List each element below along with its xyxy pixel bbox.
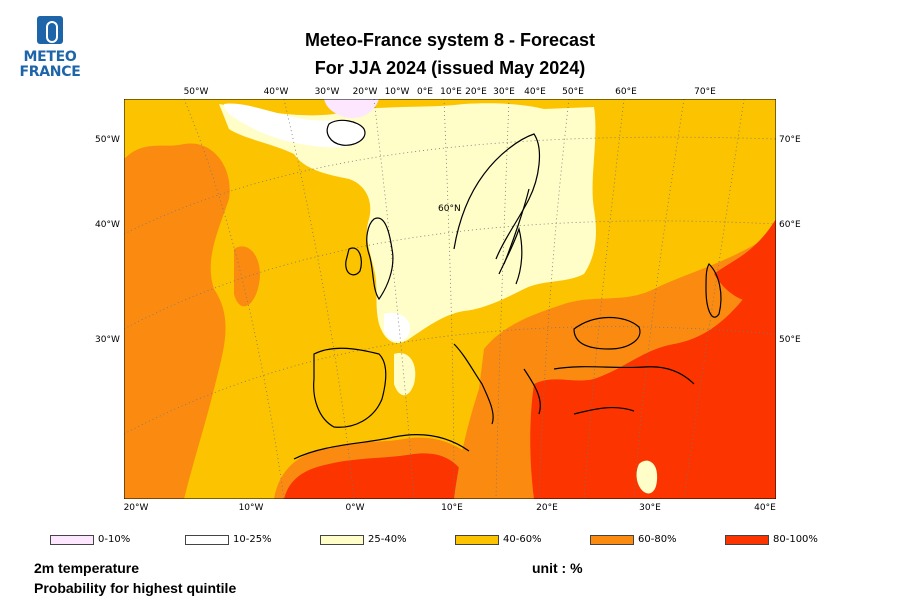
legend-swatch (455, 535, 499, 545)
legend-label: 80-100% (773, 534, 818, 545)
bottom-lon-label: 10°W (238, 503, 264, 513)
legend-label: 0-10% (98, 534, 131, 545)
top-lon-label: 40°E (524, 87, 546, 97)
top-lon-label: 40°W (263, 87, 289, 97)
atlantic-orange-region (124, 143, 230, 499)
left-grid-label: 40°W (95, 220, 120, 230)
bottom-lon-label: 0°W (345, 503, 365, 513)
top-lon-label: 50°W (183, 87, 209, 97)
coastlines (293, 119, 722, 460)
right-grid-label: 60°E (779, 220, 801, 230)
anatolia-hotspot (636, 460, 658, 494)
logo-icon (37, 16, 63, 44)
top-lon-label: 20°W (352, 87, 378, 97)
caucasus-red (714, 219, 776, 303)
atlantic-orange-blob (234, 246, 260, 307)
unit-label: unit : % (532, 560, 583, 576)
north-pale-region (219, 103, 596, 344)
top-lon-label: 60°E (615, 87, 637, 97)
top-lon-label: 30°E (493, 87, 515, 97)
top-lon-label: 50°E (562, 87, 584, 97)
logo-text: METEO FRANCE (16, 50, 84, 80)
greenland-pink-region (324, 99, 379, 119)
bottom-lon-label: 20°W (123, 503, 149, 513)
logo-word-1: METEO (23, 49, 77, 65)
legend-label: 25-40% (368, 534, 407, 545)
bottom-lon-label: 30°E (639, 503, 661, 513)
top-lon-label: 30°W (314, 87, 340, 97)
top-lon-label: 10°E (440, 87, 462, 97)
legend-label: 60-80% (638, 534, 677, 545)
right-grid-label: 70°E (779, 135, 801, 145)
chart-subtitle: For JJA 2024 (issued May 2024) (314, 58, 586, 78)
legend-label: 10-25% (233, 534, 272, 545)
legend-swatch (725, 535, 769, 545)
top-lon-label: 0°E (417, 87, 433, 97)
bottom-lon-label: 20°E (536, 503, 558, 513)
probability-map: 60°N (124, 99, 776, 499)
legend-swatch (590, 535, 634, 545)
top-lon-label: 70°E (694, 87, 716, 97)
legend-swatch (50, 535, 94, 545)
legend-label: 40-60% (503, 534, 542, 545)
left-grid-label: 30°W (95, 335, 120, 345)
bottom-lon-label: 10°E (441, 503, 463, 513)
top-lon-label: 10°W (384, 87, 410, 97)
iberia-pale-spots (394, 353, 416, 396)
east-med-red (530, 249, 776, 499)
iceland-white-region (224, 103, 365, 148)
latitude-60n-label: 60°N (438, 204, 461, 214)
top-lon-label: 20°E (465, 87, 487, 97)
bay-of-biscay-white (384, 312, 410, 342)
legend-swatch (185, 535, 229, 545)
right-grid-label: 50°E (779, 335, 801, 345)
chart-title: Meteo-France system 8 - Forecast (304, 30, 596, 50)
description-label: Probability for highest quintile (34, 580, 237, 596)
meteo-france-logo: METEO FRANCE (16, 16, 84, 86)
left-grid-label: 50°W (95, 135, 120, 145)
variable-label: 2m temperature (34, 560, 140, 576)
bottom-lon-label: 40°E (754, 503, 776, 513)
logo-word-2: FRANCE (19, 64, 81, 80)
north-africa-red (284, 453, 469, 499)
legend-swatch (320, 535, 364, 545)
